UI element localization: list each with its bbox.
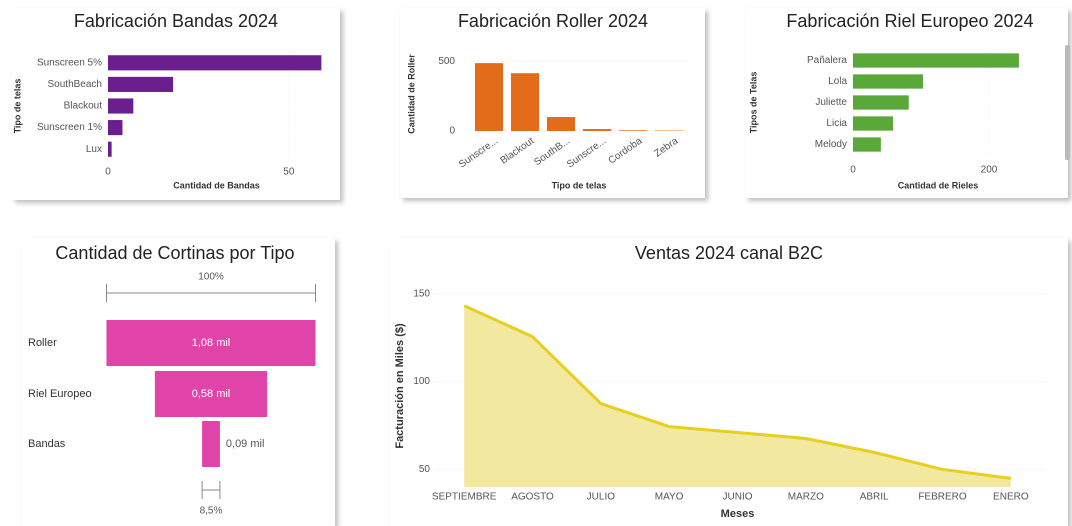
bar	[108, 76, 174, 92]
x-axis-label: Meses	[721, 508, 755, 520]
y-tick-label: Melody	[815, 139, 847, 150]
x-tick-label: 200	[981, 165, 998, 176]
x-tick-label: 0	[105, 167, 111, 178]
y-tick-label: Pañalera	[807, 55, 847, 66]
funnel-top-label: 100%	[198, 272, 224, 283]
x-tick-label: MARZO	[788, 492, 824, 503]
funnel-bottom-label: 8,5%	[200, 506, 223, 517]
bar	[582, 129, 612, 131]
x-tick-label: JULIO	[587, 492, 616, 503]
bar	[474, 63, 504, 131]
chart-title: Fabricación Roller 2024	[458, 11, 648, 31]
y-tick-label: Lola	[828, 76, 847, 87]
y-tick-label: 50	[419, 464, 431, 475]
bar	[853, 116, 894, 131]
x-tick-label: AGOSTO	[511, 492, 554, 503]
funnel-bar	[106, 320, 316, 366]
y-tick-label: Blackout	[64, 101, 103, 112]
bar	[853, 53, 1019, 68]
y-axis-label: Cantidad de Roller	[406, 54, 416, 134]
y-tick-label: 100	[413, 376, 430, 387]
bar	[853, 137, 881, 152]
chart-title: Cantidad de Cortinas por Tipo	[55, 243, 294, 263]
card	[400, 8, 705, 198]
x-axis-label: Tipo de telas	[552, 180, 607, 190]
x-tick-label: FEBRERO	[918, 492, 967, 503]
x-axis-label: Cantidad de Rieles	[898, 180, 979, 190]
value-label: 0,58 mil	[192, 388, 231, 400]
x-tick-label: ABRIL	[860, 492, 889, 503]
bar	[108, 120, 123, 136]
area-fill	[464, 305, 1011, 487]
line	[463, 304, 1012, 480]
y-axis-label: Tipo de telas	[12, 79, 22, 134]
bar	[618, 130, 648, 131]
y-tick-label: Sunscreen 5%	[37, 57, 102, 68]
x-tick-label: 0	[850, 165, 856, 176]
category-label: Roller	[28, 337, 57, 349]
chart-title: Fabricación Riel Europeo 2024	[786, 11, 1033, 31]
y-tick-label: Lux	[86, 144, 102, 155]
value-label: 1,08 mil	[192, 337, 231, 349]
bar	[108, 141, 112, 157]
scrollbar[interactable]	[1065, 45, 1070, 160]
bar	[108, 55, 322, 71]
y-tick-label: Juliette	[815, 97, 847, 108]
bar	[510, 73, 540, 131]
x-tick-label: JUNIO	[723, 492, 753, 503]
chart-title: Fabricación Bandas 2024	[74, 11, 278, 31]
x-tick-label: 50	[283, 167, 295, 178]
y-tick-label: SouthBeach	[48, 79, 103, 90]
chart-title: Ventas 2024 canal B2C	[635, 243, 823, 263]
category-label: Riel Europeo	[28, 388, 92, 400]
category-label: Bandas	[28, 438, 66, 450]
x-axis-label: Cantidad de Bandas	[173, 180, 260, 190]
card	[12, 8, 340, 200]
bar	[108, 98, 134, 114]
funnel-bar	[202, 421, 220, 467]
value-label: 0,09 mil	[226, 438, 265, 450]
y-tick-label: 0	[449, 126, 455, 137]
y-tick-label: 150	[413, 288, 430, 299]
y-tick-label: 500	[438, 56, 455, 67]
x-tick-label: SEPTIEMBRE	[432, 492, 497, 503]
y-tick-label: Licia	[826, 118, 847, 129]
x-tick-label: MAYO	[655, 492, 684, 503]
bar	[546, 117, 576, 131]
y-tick-label: Sunscreen 1%	[37, 122, 102, 133]
y-axis-label: Tipos de Telas	[748, 72, 758, 134]
funnel-bar	[154, 371, 268, 417]
x-tick-label: ENERO	[993, 492, 1029, 503]
y-axis-label: Facturación en Miles ($)	[394, 323, 406, 449]
bar	[853, 74, 924, 89]
bar	[853, 95, 909, 110]
